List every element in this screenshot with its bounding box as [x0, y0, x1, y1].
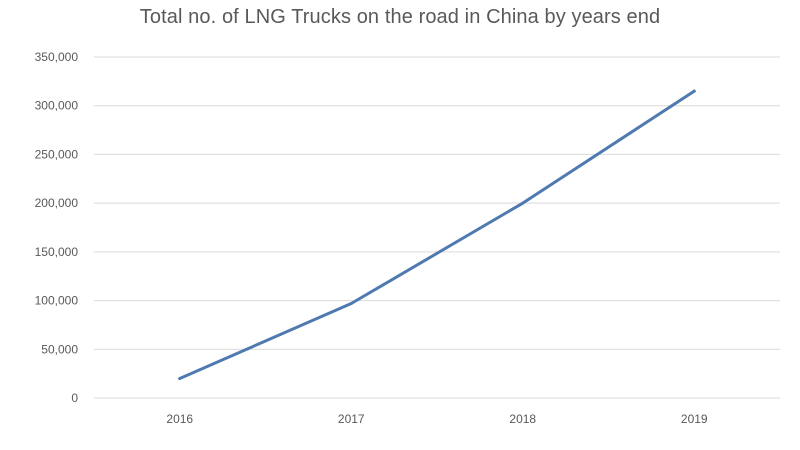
y-tick-label: 100,000 [35, 294, 79, 308]
y-tick-label: 300,000 [35, 99, 79, 113]
data-point [349, 301, 353, 305]
x-tick-label: 2019 [681, 412, 708, 426]
y-tick-label: 0 [71, 391, 78, 405]
data-point [178, 377, 182, 381]
x-tick-label: 2017 [338, 412, 365, 426]
y-tick-label: 350,000 [35, 50, 79, 64]
x-axis-tick-labels: 2016 2017 2018 2019 [166, 412, 708, 426]
series-line [178, 89, 696, 381]
x-tick-label: 2018 [509, 412, 536, 426]
chart-title: Total no. of LNG Trucks on the road in C… [139, 6, 661, 28]
series-layer [178, 89, 696, 381]
y-tick-label: 150,000 [35, 245, 79, 259]
gridlines [94, 56, 780, 399]
y-tick-label: 50,000 [41, 342, 78, 356]
y-axis-tick-labels: 0 50,000 100,000 150,000 200,000 250,000 300,0… [35, 50, 79, 405]
y-tick-label: 250,000 [35, 147, 79, 161]
data-point [692, 89, 696, 93]
data-point [521, 201, 525, 205]
y-tick-label: 200,000 [35, 196, 79, 210]
x-tick-label: 2016 [166, 412, 193, 426]
